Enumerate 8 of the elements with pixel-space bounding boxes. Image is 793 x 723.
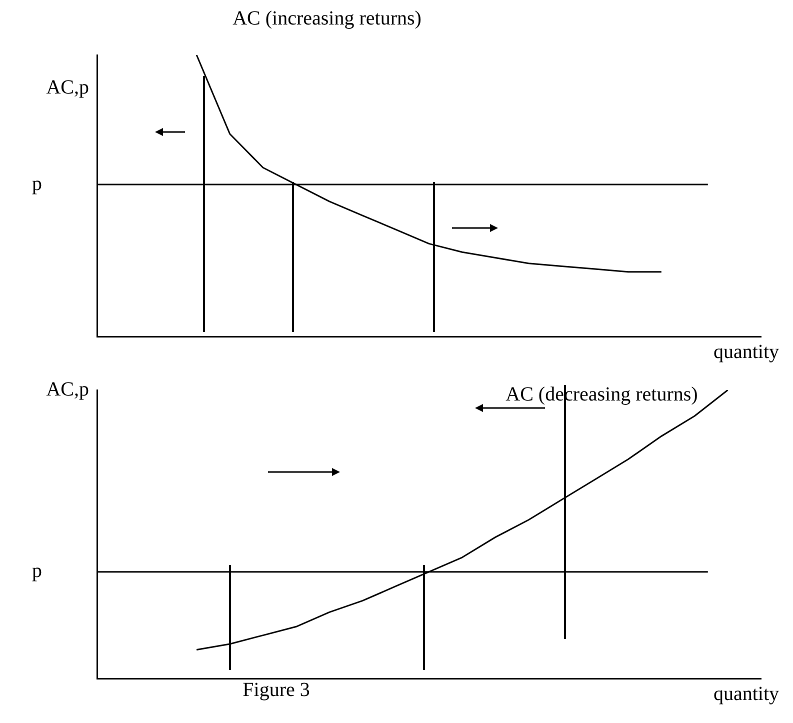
y-axis-title: AC,p (46, 378, 89, 400)
ref-line-label: p (32, 172, 42, 195)
x-axis-title: quantity (713, 340, 779, 363)
x-axis-title: quantity (713, 682, 779, 705)
y-axis-title: AC,p (46, 76, 89, 98)
ref-line-label: p (32, 560, 42, 582)
text: AC (increasing returns) (232, 7, 422, 30)
caption: Figure 3 (242, 678, 310, 701)
